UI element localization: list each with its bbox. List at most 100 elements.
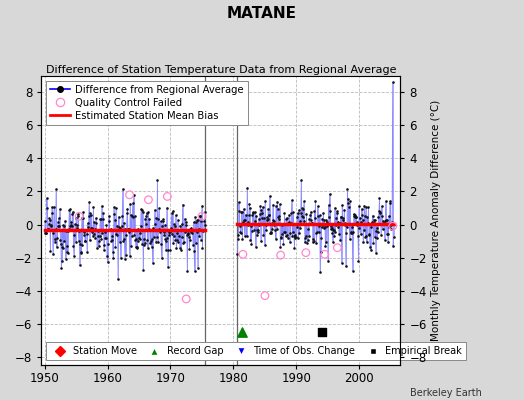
Point bbox=[93, 232, 102, 239]
Point bbox=[190, 248, 198, 255]
Point bbox=[73, 222, 81, 228]
Point bbox=[62, 228, 70, 234]
Point bbox=[108, 232, 116, 239]
Point bbox=[389, 223, 397, 230]
Point bbox=[353, 222, 361, 228]
Point bbox=[151, 238, 160, 245]
Point bbox=[193, 217, 201, 224]
Point bbox=[168, 208, 177, 215]
Point bbox=[241, 216, 249, 223]
Point bbox=[105, 227, 114, 233]
Point bbox=[264, 216, 272, 222]
Point bbox=[67, 222, 75, 228]
Point bbox=[163, 264, 172, 270]
Point bbox=[269, 217, 278, 223]
Point bbox=[90, 218, 99, 225]
Point bbox=[43, 205, 51, 212]
Point bbox=[121, 226, 129, 232]
Point bbox=[94, 243, 103, 249]
Point bbox=[314, 213, 322, 220]
Point bbox=[148, 260, 157, 266]
Point bbox=[286, 229, 294, 236]
Point bbox=[161, 236, 169, 242]
Point bbox=[235, 199, 243, 205]
Title: Difference of Station Temperature Data from Regional Average: Difference of Station Temperature Data f… bbox=[46, 65, 396, 75]
Point bbox=[179, 240, 187, 246]
Point bbox=[109, 255, 117, 261]
Point bbox=[347, 229, 355, 236]
Point bbox=[321, 242, 330, 249]
Point bbox=[40, 230, 49, 236]
Point bbox=[324, 202, 333, 208]
Point bbox=[104, 218, 113, 224]
Point bbox=[183, 230, 192, 236]
Point bbox=[46, 217, 54, 224]
Point bbox=[76, 240, 84, 247]
Point bbox=[118, 213, 126, 220]
Point bbox=[265, 212, 274, 218]
Point bbox=[373, 234, 381, 241]
Point bbox=[157, 255, 166, 262]
Point bbox=[174, 239, 182, 246]
Point bbox=[275, 212, 283, 219]
Point bbox=[255, 216, 263, 222]
Point bbox=[42, 230, 50, 236]
Point bbox=[66, 222, 74, 229]
Point bbox=[170, 222, 179, 229]
Point bbox=[357, 205, 366, 212]
Point bbox=[254, 228, 262, 235]
Point bbox=[191, 239, 200, 246]
Point bbox=[389, 234, 398, 241]
Point bbox=[315, 212, 324, 219]
Point bbox=[115, 239, 124, 245]
Y-axis label: Monthly Temperature Anomaly Difference (°C): Monthly Temperature Anomaly Difference (… bbox=[431, 100, 441, 341]
Point bbox=[64, 226, 73, 232]
Point bbox=[233, 251, 242, 258]
Point bbox=[271, 236, 280, 242]
Point bbox=[132, 244, 140, 250]
Point bbox=[380, 221, 388, 227]
Point bbox=[246, 205, 254, 212]
Point bbox=[379, 218, 387, 224]
Point bbox=[166, 229, 174, 235]
Point bbox=[239, 218, 247, 225]
Point bbox=[248, 228, 256, 234]
Point bbox=[148, 236, 156, 243]
Point bbox=[73, 213, 82, 219]
Point bbox=[313, 203, 322, 209]
Point bbox=[251, 209, 259, 215]
Point bbox=[88, 229, 96, 235]
Point bbox=[46, 248, 54, 254]
Point bbox=[165, 232, 173, 238]
Point bbox=[86, 225, 95, 231]
Point bbox=[266, 229, 275, 236]
Point bbox=[144, 196, 152, 203]
Point bbox=[53, 223, 62, 229]
Point bbox=[358, 217, 367, 223]
Point bbox=[365, 232, 373, 239]
Point bbox=[166, 246, 174, 253]
Point bbox=[346, 198, 354, 205]
Point bbox=[307, 216, 315, 223]
Point bbox=[107, 238, 115, 244]
Point bbox=[147, 238, 155, 244]
Point bbox=[263, 214, 271, 220]
Point bbox=[102, 222, 111, 228]
Point bbox=[276, 244, 285, 250]
Point bbox=[277, 252, 285, 258]
Point bbox=[193, 265, 202, 271]
Point bbox=[77, 250, 85, 256]
Point bbox=[119, 220, 128, 226]
Point bbox=[97, 202, 106, 209]
Point bbox=[124, 226, 132, 232]
Point bbox=[330, 233, 338, 239]
Point bbox=[101, 228, 110, 235]
Point bbox=[289, 229, 297, 235]
Point bbox=[145, 226, 153, 232]
Point bbox=[106, 227, 114, 233]
Point bbox=[106, 226, 115, 232]
Point bbox=[157, 241, 165, 247]
Point bbox=[287, 220, 295, 226]
Point bbox=[141, 221, 150, 227]
Point bbox=[247, 241, 256, 247]
